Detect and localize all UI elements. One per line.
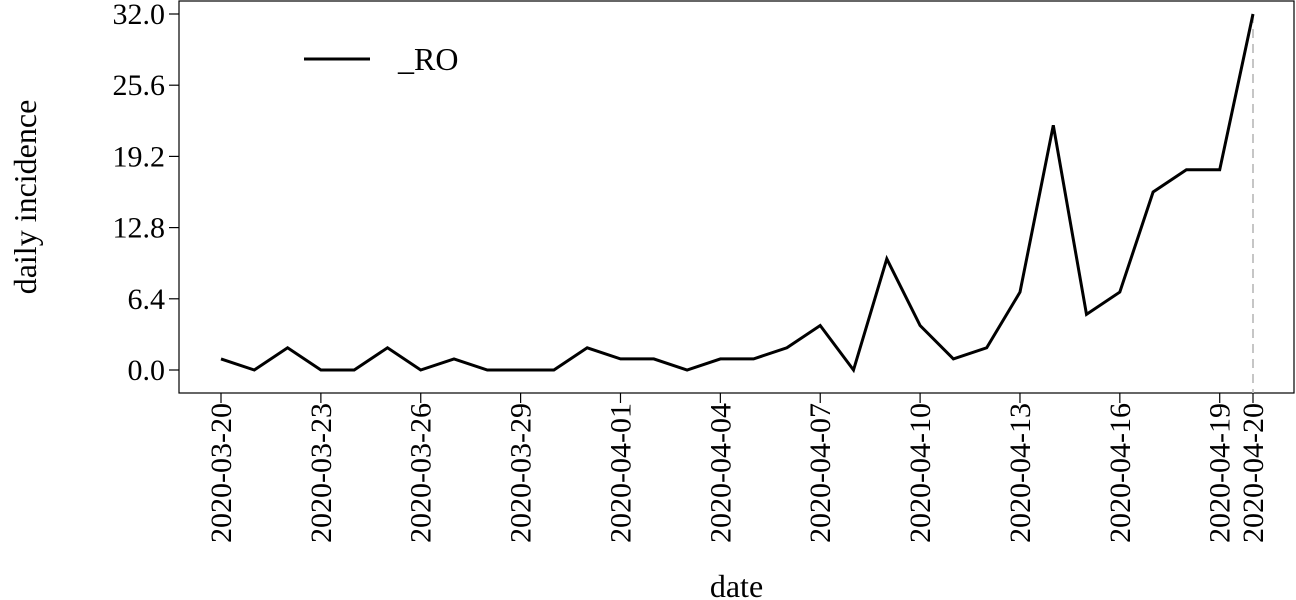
x-tick-label: 2020-03-29 xyxy=(505,403,538,543)
x-tick-label: 2020-04-19 xyxy=(1204,403,1237,543)
legend: _RO xyxy=(304,41,458,77)
x-tick-label: 2020-03-26 xyxy=(405,403,438,543)
y-tick-label: 32.0 xyxy=(113,0,166,31)
y-tick-label: 0.0 xyxy=(128,354,166,387)
y-axis: 0.0 6.4 12.8 19.2 25.6 32.0 xyxy=(113,0,179,387)
x-tick-label: 2020-03-23 xyxy=(305,403,338,543)
y-tick-label: 6.4 xyxy=(128,283,166,316)
y-tick-label: 25.6 xyxy=(113,69,166,102)
x-axis: 2020-03-20 2020-03-23 2020-03-26 2020-03-29… xyxy=(205,393,1270,543)
plot-frame xyxy=(178,0,1295,394)
x-tick-label: 2020-04-07 xyxy=(804,403,837,543)
x-tick-label: 2020-04-16 xyxy=(1104,403,1137,543)
x-tick-label: 2020-04-01 xyxy=(604,403,637,543)
x-tick-label: 2020-03-20 xyxy=(205,403,238,543)
legend-label: _RO xyxy=(397,41,458,77)
x-tick-label: 2020-04-10 xyxy=(904,403,937,543)
y-tick-label: 12.8 xyxy=(113,212,166,245)
series-line xyxy=(220,13,1255,374)
x-tick-label: 2020-04-04 xyxy=(704,403,737,543)
x-tick-label: 2020-04-13 xyxy=(1004,403,1037,543)
y-axis-title: daily incidence xyxy=(7,100,43,295)
y-tick-label: 19.2 xyxy=(113,140,166,173)
x-tick-label: 2020-04-20 xyxy=(1237,403,1270,543)
x-axis-title: date xyxy=(710,568,763,600)
